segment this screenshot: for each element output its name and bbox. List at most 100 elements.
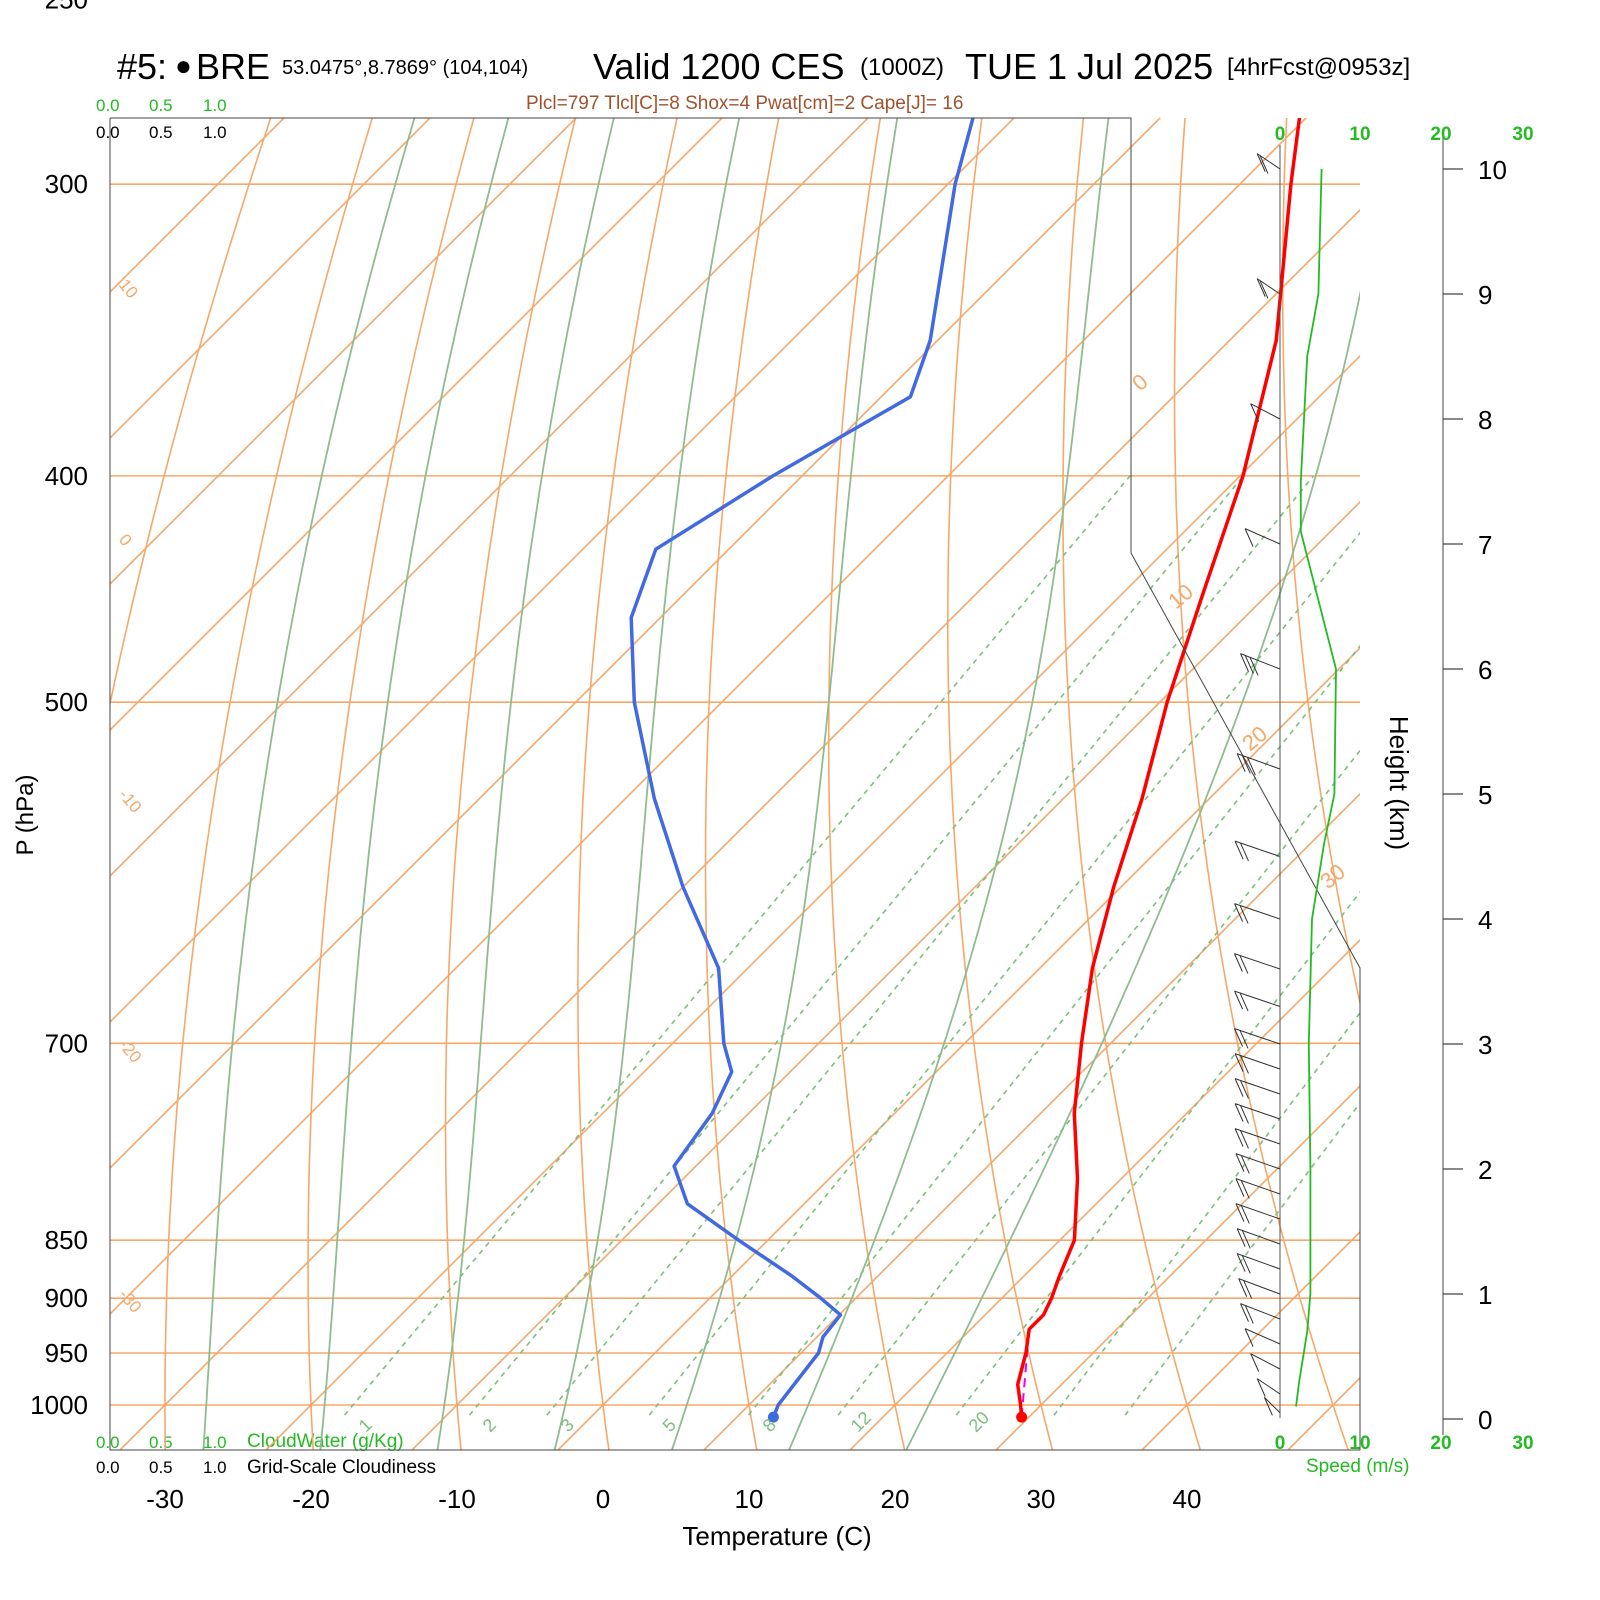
- wind-barb-feather: [1256, 278, 1266, 297]
- dry-adiabat-line: [1062, 118, 1202, 1450]
- pressure-tick-label: 250: [45, 0, 88, 14]
- isotherm-line: [848, 938, 1360, 1450]
- mixing-ratio-label: 2: [479, 1415, 500, 1436]
- wind-barb-feather: [1241, 755, 1251, 774]
- top-cloudiness-tick: 0.0: [96, 123, 120, 142]
- isotherm-line: [994, 1084, 1360, 1450]
- isotherm-line: [410, 500, 1360, 1450]
- isotherm-line: [556, 646, 1360, 1450]
- top-cloudwater-tick: 0.0: [96, 96, 120, 115]
- wind-barb: [1250, 1353, 1281, 1370]
- bottom-cloudwater-tick: 1.0: [203, 1433, 227, 1452]
- wind-barb-feather: [1240, 1105, 1249, 1124]
- wind-speed-tick-top: 10: [1349, 124, 1370, 145]
- temperature-tick-label: -20: [292, 1484, 330, 1514]
- dry-adiabat-line: [1589, 0, 1600, 1454]
- wind-barb-feather: [1239, 955, 1249, 974]
- temperature-tick-label: 10: [735, 1484, 764, 1514]
- isotherm-label: -30: [115, 1285, 145, 1316]
- station-coords: 53.0475°,8.7869° (104,104): [282, 57, 529, 79]
- dry-adiabat-line: [946, 118, 1054, 1450]
- wind-barb-feather: [1256, 1378, 1266, 1397]
- wind-barb-feather: [1240, 1205, 1250, 1224]
- wind-barb: [1256, 1378, 1281, 1395]
- moist-adiabat-line: [788, 118, 1110, 1450]
- wind-barb: [1244, 528, 1281, 545]
- station-dot-icon: ●: [175, 50, 192, 81]
- temperature-tick-label: -10: [438, 1484, 476, 1514]
- bottom-cloudiness-tick: 0.5: [149, 1458, 173, 1477]
- forecast-info: [4hrFcst@0953z]: [1227, 54, 1411, 81]
- mixing-ratio-label: 12: [847, 1408, 875, 1436]
- wind-barb-feather: [1250, 403, 1260, 422]
- isotherm-line: [110, 118, 1016, 1024]
- dry-adiabat-line: [1490, 0, 1600, 1454]
- wind-speed-tick-bottom: 30: [1512, 1433, 1533, 1454]
- top-cloudiness-tick: 1.0: [203, 123, 227, 142]
- wind-barb: [1264, 1397, 1281, 1414]
- wind-barb-feather: [1234, 903, 1244, 922]
- isotherm-line: [110, 118, 870, 878]
- wind-barb-feather: [1240, 1303, 1249, 1322]
- wind-speed-label: Speed (m/s): [1306, 1456, 1410, 1477]
- dry-adiabat-label: 20: [1237, 721, 1272, 756]
- wind-barb-feather: [1241, 1255, 1251, 1274]
- wind-barb-feather: [1240, 1155, 1250, 1174]
- wind-barb-feather: [1240, 1130, 1249, 1149]
- wind-barb-feather: [1250, 1353, 1260, 1372]
- bottom-cloudwater-tick: 0.0: [96, 1433, 120, 1452]
- wind-barb: [1235, 1178, 1281, 1195]
- moist-adiabat-line: [202, 118, 416, 1450]
- dry-adiabat-line: [704, 118, 780, 1450]
- isotherm-line: [110, 118, 286, 294]
- wind-barb-feather: [1259, 280, 1269, 299]
- wind-barb-feather: [1243, 1280, 1253, 1299]
- height-tick-label: 8: [1478, 405, 1492, 435]
- dry-adiabat-line: [1281, 118, 1360, 1007]
- wind-barb-feather: [1239, 992, 1249, 1012]
- wind-barb: [1236, 753, 1281, 770]
- wind-barb: [1234, 903, 1281, 920]
- wind-barb-feather: [1263, 1397, 1273, 1416]
- mixing-ratio-line: [343, 475, 1131, 1416]
- mixing-ratio-line: [468, 475, 1245, 1416]
- dry-adiabat-label: 10: [1163, 579, 1198, 614]
- wind-barb: [1234, 1078, 1281, 1095]
- mixing-ratio-line: [648, 531, 1360, 1416]
- wind-barb-feather: [1240, 1080, 1249, 1099]
- height-tick-label: 10: [1478, 155, 1507, 185]
- wind-barb-feather: [1235, 1178, 1245, 1197]
- mixing-ratio-line: [837, 749, 1360, 1416]
- wind-speed-tick-top: 0: [1275, 124, 1286, 145]
- isotherm-label: -10: [115, 785, 145, 816]
- profiles: [629, 118, 1302, 1423]
- isotherm-line: [110, 118, 1162, 1170]
- height-tick-label: 2: [1478, 1155, 1492, 1185]
- wind-barb: [1235, 1153, 1281, 1170]
- wind-barb-feather: [1241, 1230, 1251, 1249]
- wind-barb-feather: [1240, 842, 1249, 862]
- pressure-tick-label: 700: [45, 1028, 88, 1058]
- moist-adiabat-line: [670, 118, 899, 1450]
- isotherm-line: [702, 792, 1360, 1450]
- wind-barb-feather: [1234, 990, 1244, 1010]
- wind-barb-feather: [1239, 1030, 1249, 1049]
- valid-zulu: (1000Z): [860, 54, 945, 81]
- bottom-cloudiness-tick: 1.0: [203, 1458, 227, 1477]
- moist-adiabat-line: [436, 118, 615, 1450]
- top-cloudiness-tick: 0.5: [149, 123, 173, 142]
- pressure-tick-label: 500: [45, 687, 88, 717]
- valid-time: Valid 1200 CES: [593, 46, 845, 87]
- isotherm-line: [110, 118, 432, 440]
- wind-speed-tick-top: 30: [1512, 124, 1533, 145]
- mixing-ratio-label: 1: [355, 1415, 376, 1436]
- wind-barb: [1240, 653, 1281, 670]
- wind-barb: [1236, 1253, 1281, 1270]
- wind-barb: [1234, 1128, 1281, 1145]
- wind-speed-tick-bottom: 0: [1275, 1433, 1286, 1454]
- wind-barb-feather: [1240, 1180, 1250, 1199]
- moist-adiabat-line: [553, 118, 741, 1450]
- mixing-ratio-line: [546, 475, 1315, 1416]
